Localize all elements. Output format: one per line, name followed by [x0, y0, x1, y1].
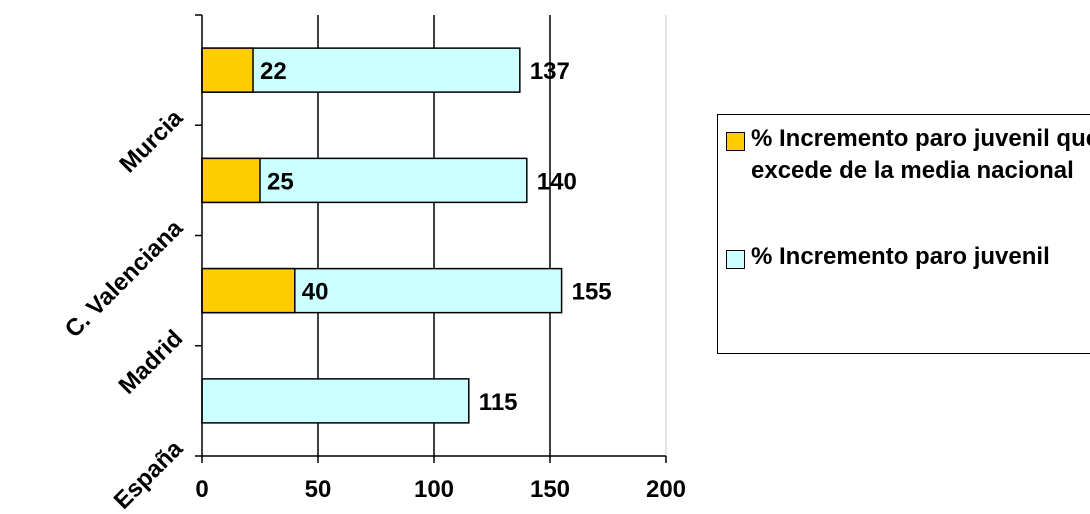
- legend-label-exceso: % Incremento paro juvenil que excede de …: [751, 125, 1090, 184]
- data-label-total-madrid: 155: [572, 279, 612, 306]
- data-label-excess-madrid: 40: [302, 279, 329, 306]
- data-label-excess-c-valenciana: 25: [267, 168, 294, 195]
- data-label-excess-murcia: 22: [260, 58, 287, 85]
- bar-total-espa-a: [201, 378, 470, 424]
- category-label-madrid: Madrid: [114, 325, 189, 400]
- x-tick-label-50: 50: [305, 476, 332, 503]
- legend-label-incremento: % Incremento paro juvenil: [751, 243, 1050, 270]
- category-label-c-valenciana: C. Valenciana: [60, 214, 189, 343]
- x-tick-label-0: 0: [195, 476, 208, 503]
- legend-swatch-exceso: [726, 132, 745, 151]
- x-tick-label-200: 200: [646, 476, 686, 503]
- bar-excess-c-valenciana: [201, 157, 261, 204]
- data-label-total-espa-a: 115: [479, 389, 518, 416]
- legend: % Incremento paro juvenil que excede de …: [717, 114, 1090, 354]
- bars: [201, 47, 563, 424]
- category-label-espa-a: España: [109, 435, 189, 514]
- legend-entry-incremento: % Incremento paro juvenil: [726, 241, 1090, 273]
- data-label-total-c-valenciana: 140: [537, 168, 577, 195]
- bar-excess-madrid: [201, 267, 296, 314]
- x-tick-label-150: 150: [530, 476, 570, 503]
- data-label-total-murcia: 137: [530, 58, 570, 85]
- bar-excess-murcia: [201, 47, 254, 93]
- legend-swatch-incremento: [726, 250, 745, 269]
- x-tick-label-100: 100: [414, 476, 454, 503]
- axes: [195, 14, 667, 463]
- category-label-murcia: Murcia: [114, 104, 188, 178]
- legend-entry-exceso: % Incremento paro juvenil que excede de …: [726, 123, 1090, 187]
